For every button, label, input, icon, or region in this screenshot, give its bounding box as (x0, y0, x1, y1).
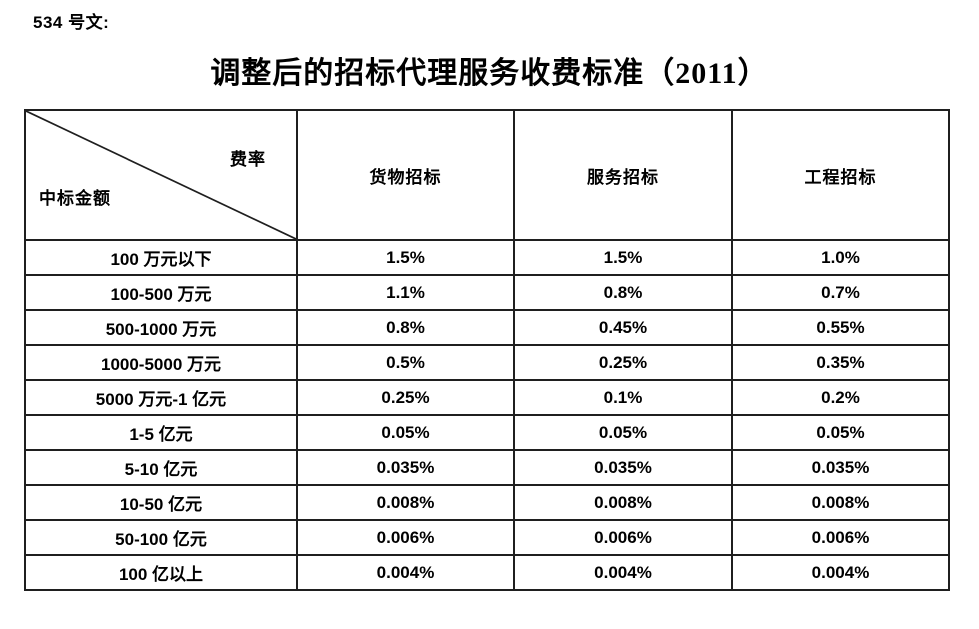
row-rate-service: 0.035% (513, 449, 733, 486)
row-rate-service: 0.1% (513, 379, 733, 416)
row-rate-service: 1.5% (513, 239, 733, 276)
doc-ref-label: 534 号文: (33, 13, 110, 32)
row-rate-service: 0.004% (513, 554, 733, 591)
row-rate-service: 0.25% (513, 344, 733, 381)
table-row: 50-100 亿元 0.006% 0.006% 0.006% (24, 519, 950, 556)
table-row: 100 万元以下 1.5% 1.5% 1.0% (24, 239, 950, 276)
table-row: 100-500 万元 1.1% 0.8% 0.7% (24, 274, 950, 311)
row-amount-range: 1-5 亿元 (24, 414, 298, 451)
table-row: 1-5 亿元 0.05% 0.05% 0.05% (24, 414, 950, 451)
row-amount-range: 1000-5000 万元 (24, 344, 298, 381)
row-rate-goods: 0.006% (296, 519, 515, 556)
column-header-service-bidding: 服务招标 (513, 109, 733, 241)
row-amount-range: 100 亿以上 (24, 554, 298, 591)
row-rate-service: 0.008% (513, 484, 733, 521)
row-amount-range: 50-100 亿元 (24, 519, 298, 556)
row-rate-goods: 0.008% (296, 484, 515, 521)
row-rate-works: 0.2% (731, 379, 950, 416)
row-rate-service: 0.45% (513, 309, 733, 346)
row-rate-goods: 1.5% (296, 239, 515, 276)
table-row: 5-10 亿元 0.035% 0.035% 0.035% (24, 449, 950, 486)
row-rate-works: 0.035% (731, 449, 950, 486)
table-row: 500-1000 万元 0.8% 0.45% 0.55% (24, 309, 950, 346)
table-body: 100 万元以下 1.5% 1.5% 1.0% 100-500 万元 1.1% … (24, 239, 950, 591)
corner-label-bid-amount: 中标金额 (39, 189, 111, 208)
row-rate-goods: 0.8% (296, 309, 515, 346)
row-amount-range: 100-500 万元 (24, 274, 298, 311)
row-rate-service: 0.006% (513, 519, 733, 556)
row-rate-works: 1.0% (731, 239, 950, 276)
row-amount-range: 10-50 亿元 (24, 484, 298, 521)
row-rate-works: 0.7% (731, 274, 950, 311)
row-amount-range: 100 万元以下 (24, 239, 298, 276)
row-rate-goods: 0.05% (296, 414, 515, 451)
row-amount-range: 5-10 亿元 (24, 449, 298, 486)
page-title: 调整后的招标代理服务收费标准（2011） (210, 57, 769, 90)
table-row: 5000 万元-1 亿元 0.25% 0.1% 0.2% (24, 379, 950, 416)
table-header-row: 费率 中标金额 货物招标 服务招标 工程招标 (24, 109, 950, 241)
row-rate-works: 0.05% (731, 414, 950, 451)
fee-standard-table: 费率 中标金额 货物招标 服务招标 工程招标 100 万元以下 1.5% 1.5… (24, 109, 950, 591)
table-row: 1000-5000 万元 0.5% 0.25% 0.35% (24, 344, 950, 381)
table-row: 10-50 亿元 0.008% 0.008% 0.008% (24, 484, 950, 521)
row-rate-works: 0.004% (731, 554, 950, 591)
row-amount-range: 5000 万元-1 亿元 (24, 379, 298, 416)
row-rate-goods: 0.5% (296, 344, 515, 381)
row-rate-works: 0.006% (731, 519, 950, 556)
row-rate-works: 0.008% (731, 484, 950, 521)
row-rate-goods: 0.035% (296, 449, 515, 486)
diagonal-divider-line (26, 111, 296, 239)
row-rate-service: 0.05% (513, 414, 733, 451)
corner-label-fee-rate: 费率 (230, 150, 266, 169)
row-rate-works: 0.35% (731, 344, 950, 381)
corner-header-cell: 费率 中标金额 (24, 109, 298, 241)
row-rate-goods: 0.25% (296, 379, 515, 416)
row-rate-goods: 1.1% (296, 274, 515, 311)
table-row: 100 亿以上 0.004% 0.004% 0.004% (24, 554, 950, 591)
column-header-goods-bidding: 货物招标 (296, 109, 515, 241)
column-header-works-bidding: 工程招标 (731, 109, 950, 241)
row-rate-goods: 0.004% (296, 554, 515, 591)
row-rate-works: 0.55% (731, 309, 950, 346)
row-rate-service: 0.8% (513, 274, 733, 311)
row-amount-range: 500-1000 万元 (24, 309, 298, 346)
